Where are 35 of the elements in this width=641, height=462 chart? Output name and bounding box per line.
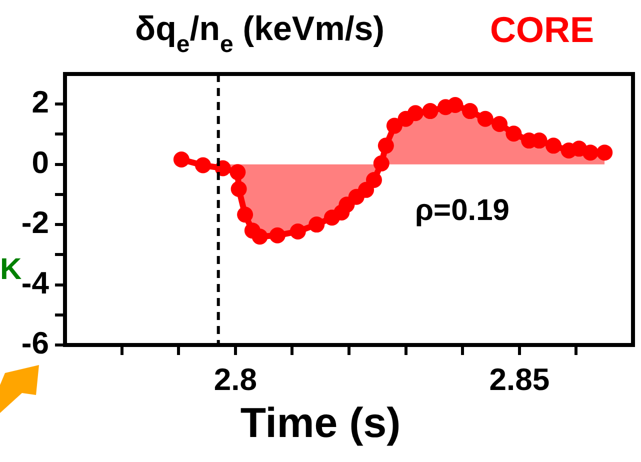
point [477, 110, 494, 127]
annotation: ρ=0.19 [415, 194, 510, 227]
point [492, 116, 508, 132]
text: K [0, 253, 22, 286]
point [230, 181, 247, 198]
chart-title: δq$_{e}$/n$_{e}$ (keVm/s) [135, 10, 385, 58]
point [173, 152, 190, 168]
x-tick-label: 2.85 [489, 362, 550, 398]
point [506, 126, 522, 142]
point [447, 97, 464, 114]
point [462, 103, 478, 120]
point [269, 227, 286, 244]
point [545, 138, 562, 154]
x-tick-label: 2.8 [214, 362, 257, 398]
point [407, 105, 424, 122]
point [373, 155, 390, 172]
point [195, 157, 212, 174]
point [290, 223, 306, 240]
y-tick-label: -6 [21, 326, 49, 361]
point [308, 216, 325, 233]
point [237, 206, 254, 223]
point [422, 103, 438, 120]
text: CORE [490, 9, 594, 50]
point [252, 228, 268, 245]
y-tick-label: 0 [32, 144, 49, 180]
point [582, 144, 598, 161]
point [596, 144, 613, 161]
y-tick-label: -4 [21, 265, 50, 300]
point [366, 172, 382, 188]
point [378, 138, 394, 154]
x-axis-title: Time (s) [239, 399, 402, 446]
point [386, 118, 402, 134]
y-tick-label: 2 [32, 84, 49, 120]
y-tick-label: -2 [21, 205, 49, 240]
point [230, 164, 246, 180]
